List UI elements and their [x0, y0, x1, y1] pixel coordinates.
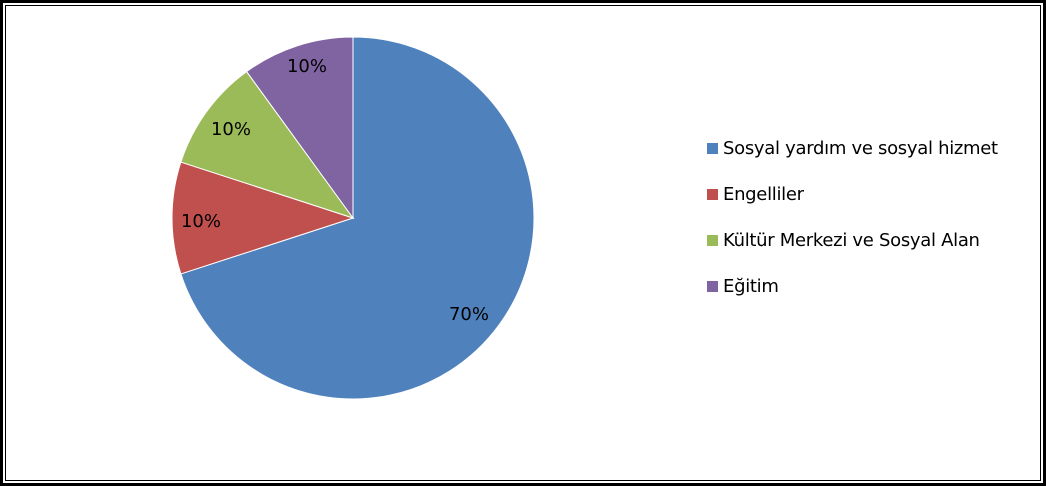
pie-data-label-1: 10%	[181, 211, 221, 232]
legend-swatch	[707, 280, 718, 292]
legend-label: Sosyal yardım ve sosyal hizmet	[723, 137, 998, 159]
legend-swatch	[707, 142, 718, 154]
legend-label: Engelliler	[723, 183, 804, 205]
pie-slice-2	[180, 70, 355, 219]
chart-legend: Sosyal yardım ve sosyal hizmet Engellile…	[707, 136, 1037, 320]
pie-data-labels: 70% 10% 10% 10%	[181, 56, 489, 325]
legend-item-engelliler: Engelliler	[707, 182, 1037, 206]
legend-item-sosyal-yardim: Sosyal yardım ve sosyal hizmet	[707, 136, 1037, 160]
legend-label: Eğitim	[723, 275, 779, 297]
pie-slice-3	[245, 36, 354, 220]
pie-data-label-2: 10%	[211, 119, 251, 140]
pie-data-label-0: 70%	[449, 304, 489, 325]
pie-slice-1	[171, 161, 355, 275]
pie-slice-0	[180, 36, 535, 400]
legend-swatch	[707, 234, 718, 246]
legend-swatch	[707, 188, 718, 200]
legend-item-egitim: Eğitim	[707, 274, 1037, 298]
pie-data-label-3: 10%	[287, 56, 327, 77]
chart-frame-inner	[5, 5, 1041, 481]
legend-item-kultur-merkezi: Kültür Merkezi ve Sosyal Alan	[707, 228, 1037, 252]
legend-label: Kültür Merkezi ve Sosyal Alan	[723, 229, 980, 251]
pie-slices	[171, 36, 535, 400]
